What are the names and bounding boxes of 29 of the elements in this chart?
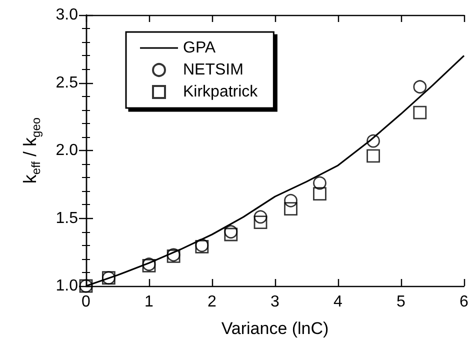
point [313, 187, 326, 201]
y-tick-label: 1.5 [56, 210, 78, 227]
point [284, 202, 298, 216]
point [366, 149, 380, 163]
legend-label: Kirkpatrick [183, 84, 259, 100]
point [224, 228, 238, 242]
point [413, 106, 427, 120]
point [413, 80, 427, 94]
y-tick-label: 2.0 [56, 142, 78, 159]
x-tick-label: 2 [208, 294, 217, 310]
y-axis-title: keff / kgeo [20, 117, 43, 184]
y-tick-label: 2.5 [56, 74, 78, 92]
point [366, 134, 380, 148]
y-tick-label: 1.0 [56, 278, 78, 294]
point [284, 194, 298, 208]
x-tick-label: 6 [460, 294, 469, 310]
x-tick-label: 4 [334, 294, 343, 310]
x-axis-title: Variance (lnC) [221, 319, 329, 338]
point [224, 225, 238, 238]
y-tick-label: 3.0 [56, 6, 78, 24]
x-tick-label: 3 [270, 294, 280, 310]
point [254, 216, 268, 230]
legend-label: NETSIM [183, 62, 244, 78]
x-tick-label: 1 [144, 294, 154, 310]
x-tick-label: 0 [82, 294, 91, 310]
point [313, 176, 326, 190]
x-tick-label: 5 [396, 294, 406, 310]
point [254, 210, 268, 224]
legend-label: GPA [183, 40, 216, 56]
